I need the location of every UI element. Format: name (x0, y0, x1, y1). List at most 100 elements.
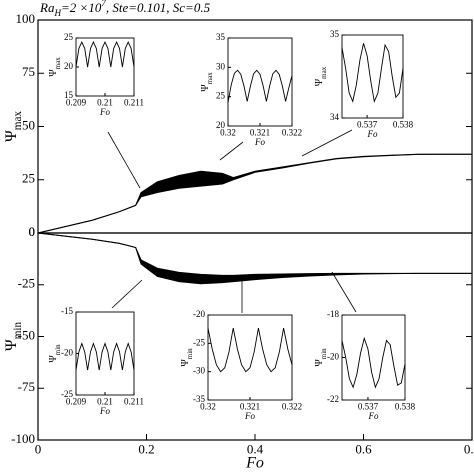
y-tick-label: 0 (29, 224, 36, 239)
x-axis-label: Fo (367, 129, 378, 139)
plot-frame (341, 34, 404, 119)
y-tick-label: -20 (193, 309, 205, 319)
x-tick-label: 0.321 (240, 401, 260, 411)
label-part: min (54, 344, 62, 355)
x-tick-label: 0.4 (247, 441, 264, 456)
x-axis-label: Fo (244, 411, 255, 421)
arrow (111, 279, 143, 309)
x-tick-label: 0.6 (355, 441, 372, 456)
y-tick-label: 25 (216, 91, 226, 101)
line (75, 40, 135, 68)
line (207, 327, 293, 373)
label-part: Ψ (3, 339, 20, 351)
label-part: H (53, 8, 61, 18)
y-tick-label: -75 (18, 379, 35, 394)
y-tick-label: -30 (193, 366, 205, 376)
x-tick-label: 0.211 (124, 396, 144, 406)
line (227, 69, 293, 103)
x-tick-label: 0.537 (358, 401, 379, 411)
line (37, 232, 472, 276)
label: Ψmin (314, 348, 327, 367)
label: Ψmax (48, 57, 61, 77)
line (75, 342, 135, 371)
x-tick-label: 0.32 (200, 401, 216, 411)
inset-background (342, 315, 405, 400)
line (341, 43, 404, 103)
label-part: Ψ (48, 69, 59, 77)
arrows (107, 129, 357, 313)
y-tick-label: -20 (61, 348, 73, 358)
x-tick-label: 0.322 (282, 401, 302, 411)
y-tick-label: 50 (22, 117, 35, 132)
label: RaH=2 ×107, Ste=0.101, Sc=0.5 (39, 0, 211, 18)
y-tick-label: 25 (64, 32, 74, 42)
label-part: max (206, 72, 214, 85)
y-tick-label: 34 (330, 112, 340, 122)
line (341, 336, 406, 389)
label-part: max (320, 66, 328, 79)
label: Ψmin (3, 321, 24, 351)
y-tick-label: 15 (64, 90, 74, 100)
label-part: Ψ (314, 359, 325, 367)
x-tick-label: 0.321 (250, 127, 270, 137)
y-tick-label: -35 (193, 394, 205, 404)
arrow (219, 141, 244, 161)
y-tick-label: 0 (29, 224, 36, 239)
x-axis-label: Fo (254, 137, 265, 147)
inset-background (228, 38, 292, 126)
x-tick-label: 0.322 (282, 127, 302, 137)
y-tick-label: -15 (61, 306, 73, 316)
oscillation-band (38, 154, 472, 233)
x-axis-label: Fo (245, 455, 264, 472)
label-part: Ψ (314, 78, 325, 86)
y-tick-label: -25 (18, 276, 35, 291)
y-tick-label: 25 (22, 171, 35, 186)
label-part: Ra (39, 0, 55, 15)
x-tick-label: 0.2 (138, 441, 154, 456)
label-part: Ψ (48, 355, 59, 363)
y-tick-label: -20 (327, 352, 339, 362)
arrow (301, 129, 353, 157)
y-tick-label: 100 (16, 11, 36, 26)
inset-background (76, 38, 134, 96)
x-tick-label: 0.21 (97, 97, 113, 107)
x-axis-label: Fo (368, 411, 379, 421)
x-tick-label: 0 (35, 441, 42, 456)
y-tick-label: -22 (327, 394, 339, 404)
y-tick-label: 30 (216, 61, 226, 71)
inset-background (208, 315, 292, 400)
label-part: Ψ (180, 359, 191, 367)
label-part: max (54, 57, 62, 70)
x-axis-label: Fo (99, 406, 110, 416)
label: Ψmax (3, 111, 24, 142)
label-part: , Ste=0.101, Sc=0.5 (106, 0, 211, 15)
label-part: Ψ (3, 130, 20, 142)
y-tick-label: -50 (18, 327, 35, 342)
y-tick-label: 35 (330, 29, 340, 39)
x-tick-label: 0.209 (66, 396, 87, 406)
label-part: min (12, 321, 24, 339)
x-tick-label: 0.209 (66, 97, 87, 107)
y-tick-label: -25 (193, 337, 205, 347)
line (37, 153, 472, 234)
y-tick-label: -18 (327, 309, 339, 319)
x-axis-label: Fo (99, 107, 110, 117)
x-tick-label: 0.537 (357, 119, 378, 129)
y-tick-label: 75 (22, 64, 35, 79)
x-tick-label: 0.32 (220, 127, 236, 137)
label-part: Ψ (200, 84, 211, 92)
x-tick-label: 0.538 (393, 119, 414, 129)
arrow (331, 271, 357, 313)
label-part: min (186, 348, 194, 359)
y-tick-label: -100 (11, 431, 35, 446)
inset-background (76, 312, 134, 395)
label: Ψmax (200, 72, 213, 92)
label-part: =2 ×10 (61, 0, 102, 15)
label: Ψmin (48, 344, 61, 363)
label-part: min (320, 348, 328, 359)
y-tick-label: 20 (216, 120, 226, 130)
label: Ψmin (180, 348, 193, 367)
arrow (107, 131, 141, 189)
y-tick-label: 35 (216, 32, 226, 42)
